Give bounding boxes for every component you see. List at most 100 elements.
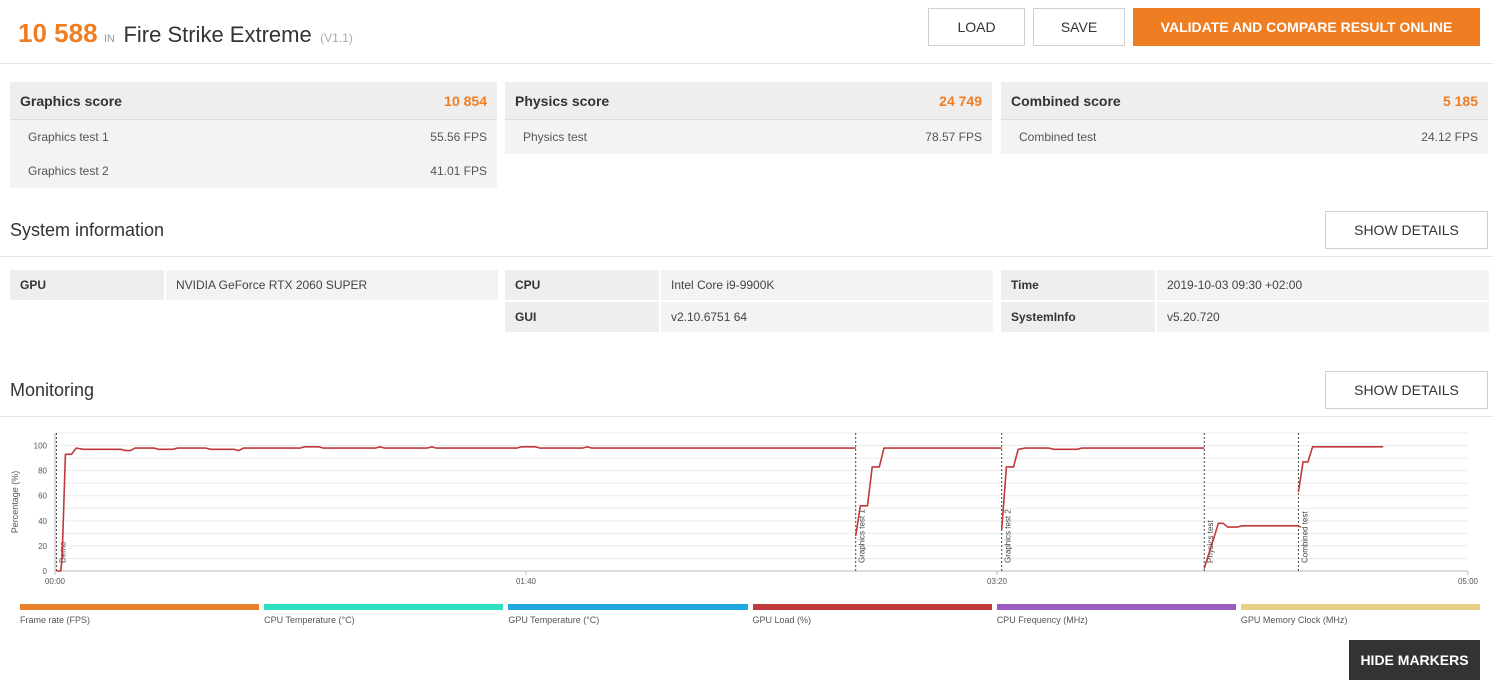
gpu-load-series-line [1297,446,1384,493]
legend-color-bar [20,604,260,610]
test-marker-label: Graphics test 1 [858,509,867,563]
physics-score-label: Physics score [515,92,610,109]
chart-grid [54,432,1468,572]
time-value: 2019-10-03 09:30 +02:00 [1157,270,1489,300]
graphics-test-1-row: Graphics test 1 55.56 FPS [10,120,497,154]
legend-item[interactable]: GPU Load (%) [752,604,992,625]
graphics-score-panel: Graphics score 10 854 Graphics test 1 55… [10,82,497,188]
y-tick-label: 60 [38,492,47,501]
cpu-key: CPU [505,270,659,300]
legend-label: Frame rate (FPS) [20,615,91,625]
y-tick-label: 100 [34,442,48,451]
gpu-row: GPU NVIDIA GeForce RTX 2060 SUPER [10,270,498,300]
systeminfo-key: SystemInfo [1001,302,1155,332]
systeminfo-row: SystemInfo v5.20.720 [1001,302,1489,332]
legend-color-bar [508,604,748,610]
physics-score-value: 24 749 [939,92,982,109]
combined-test-value: 24.12 FPS [1421,130,1478,144]
test-markers: Demo Graphics test 1 Graphics test 2 Physic… [55,433,1309,571]
combined-test-label: Combined test [1019,130,1097,144]
gpu-load-series-line [854,447,1002,537]
validate-compare-button[interactable]: VALIDATE AND COMPARE RESULT ONLINE [1133,8,1480,46]
cpu-info-block: CPU Intel Core i9-9900K GUI v2.10.6751 6… [505,270,993,334]
time-key: Time [1001,270,1155,300]
legend-item[interactable]: Frame rate (FPS) [20,604,260,625]
y-axis-label: Percentage (%) [10,471,20,534]
physics-test-label: Physics test [523,130,588,144]
graphics-test-2-row: Graphics test 2 41.01 FPS [10,154,497,188]
legend-color-bar [752,604,992,610]
combined-score-panel: Combined score 5 185 Combined test 24.12… [1001,82,1488,154]
gpu-value: NVIDIA GeForce RTX 2060 SUPER [166,270,498,300]
test-marker-label: Physics test [1206,520,1215,563]
result-header: 10 588 IN Fire Strike Extreme (V1.1) LOA… [0,0,1493,64]
y-axis-ticks: 0 20 40 60 80 100 [34,442,48,576]
test-marker-label: Graphics test 2 [1004,509,1013,563]
load-button[interactable]: LOAD [928,8,1025,46]
benchmark-name: Fire Strike Extreme [123,22,312,47]
overall-score: 10 588 [18,18,98,48]
x-axis-ticks: 00:00 01:40 03:20 05:00 [45,571,1479,586]
y-tick-label: 80 [38,467,47,476]
gpu-load-series-line [56,445,856,572]
y-tick-label: 0 [43,567,48,576]
x-tick-label: 00:00 [45,577,66,586]
monitoring-chart: Percentage (%) 0 20 40 60 80 100 00:00 01:40 03… [10,432,1479,586]
gpu-key: GPU [10,270,164,300]
chart-series [56,445,1384,572]
x-tick-label: 03:20 [987,577,1008,586]
gui-value: v2.10.6751 64 [661,302,993,332]
legend-item[interactable]: CPU Frequency (MHz) [996,604,1236,625]
in-label: IN [103,33,115,45]
y-tick-label: 40 [38,517,47,526]
physics-test-value: 78.57 FPS [925,130,982,144]
physics-score-panel: Physics score 24 749 Physics test 78.57 … [505,82,992,154]
graphics-test-2-value: 41.01 FPS [430,164,487,178]
gpu-load-series-line [1203,522,1302,569]
combined-score-value: 5 185 [1442,92,1478,109]
gui-row: GUI v2.10.6751 64 [505,302,993,332]
graphics-test-2-label: Graphics test 2 [28,164,109,178]
combined-score-label: Combined score [1011,92,1121,109]
systeminfo-value: v5.20.720 [1157,302,1489,332]
graphics-test-1-value: 55.56 FPS [430,130,487,144]
graphics-test-1-label: Graphics test 1 [28,130,109,144]
graphics-score-value: 10 854 [444,92,487,109]
save-button[interactable]: SAVE [1033,8,1125,46]
legend-label: CPU Frequency (MHz) [996,615,1088,625]
gui-key: GUI [505,302,659,332]
legend-label: GPU Load (%) [752,615,812,625]
time-info-block: Time 2019-10-03 09:30 +02:00 SystemInfo … [1001,270,1489,334]
legend-label: GPU Temperature (°C) [508,615,600,625]
y-tick-label: 20 [38,542,47,551]
gpu-info-block: GPU NVIDIA GeForce RTX 2060 SUPER [10,270,498,302]
system-information-title: System information [10,220,165,240]
x-tick-label: 05:00 [1458,577,1479,586]
system-show-details-button[interactable]: SHOW DETAILS [1325,211,1488,249]
legend-item[interactable]: CPU Temperature (°C) [264,604,504,625]
monitoring-show-details-button[interactable]: SHOW DETAILS [1325,371,1488,409]
gpu-load-series-line [1000,447,1205,530]
test-marker-label: Combined test [1300,511,1309,563]
legend-label: CPU Temperature (°C) [264,615,355,625]
chart-legend: Frame rate (FPS) CPU Temperature (°C) GPU … [20,604,1481,625]
cpu-row: CPU Intel Core i9-9900K [505,270,993,300]
legend-color-bar [996,604,1236,610]
physics-test-row: Physics test 78.57 FPS [505,120,992,154]
benchmark-version: (V1.1) [320,31,353,45]
monitoring-title: Monitoring [10,380,95,400]
legend-color-bar [264,604,504,610]
legend-label: GPU Memory Clock (MHz) [1240,615,1348,625]
graphics-score-label: Graphics score [20,92,122,109]
result-title: 10 588 IN Fire Strike Extreme (V1.1) [18,18,353,49]
x-tick-label: 01:40 [516,577,537,586]
legend-color-bar [1240,604,1481,610]
hide-markers-button[interactable]: HIDE MARKERS [1349,640,1480,680]
cpu-value: Intel Core i9-9900K [661,270,993,300]
divider [0,256,1493,257]
legend-item[interactable]: GPU Memory Clock (MHz) [1240,604,1481,625]
time-row: Time 2019-10-03 09:30 +02:00 [1001,270,1489,300]
legend-item[interactable]: GPU Temperature (°C) [508,604,748,625]
combined-test-row: Combined test 24.12 FPS [1001,120,1488,154]
divider [0,416,1493,417]
